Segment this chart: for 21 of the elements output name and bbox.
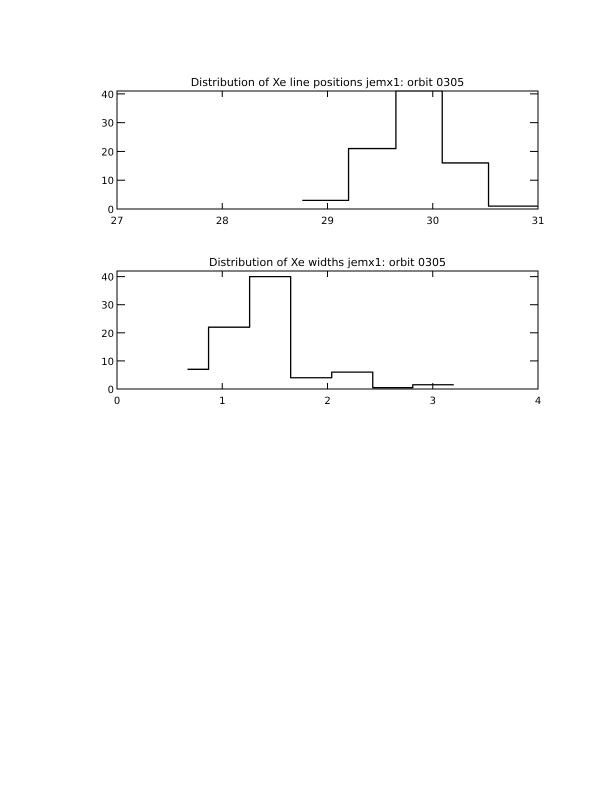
chart-title: Distribution of Xe widths jemx1: orbit 0305 — [209, 256, 446, 269]
x-tick-label: 2 — [324, 396, 331, 407]
x-tick-label: 3 — [430, 396, 436, 407]
x-tick-label: 1 — [219, 396, 226, 407]
x-tick-label: 27 — [110, 216, 124, 227]
y-tick-label: 0 — [108, 205, 114, 216]
y-tick-label: 40 — [101, 272, 114, 284]
y-tick-label: 30 — [101, 300, 114, 312]
chart-title: Distribution of Xe line positions jemx1: orbit 0305 — [190, 76, 464, 89]
x-tick-label: 31 — [532, 216, 544, 227]
y-tick-label: 10 — [101, 356, 114, 368]
y-tick-label: 20 — [101, 147, 114, 158]
y-tick-label: 20 — [101, 328, 114, 340]
y-tick-label: 0 — [108, 385, 114, 396]
x-tick-label: 29 — [321, 216, 334, 227]
x-tick-label: 30 — [426, 216, 440, 227]
y-tick-label: 10 — [101, 176, 114, 188]
y-tick-label: 30 — [101, 118, 114, 130]
x-tick-label: 28 — [216, 216, 229, 227]
x-tick-label: 4 — [534, 396, 542, 407]
y-tick-label: 40 — [101, 90, 114, 101]
